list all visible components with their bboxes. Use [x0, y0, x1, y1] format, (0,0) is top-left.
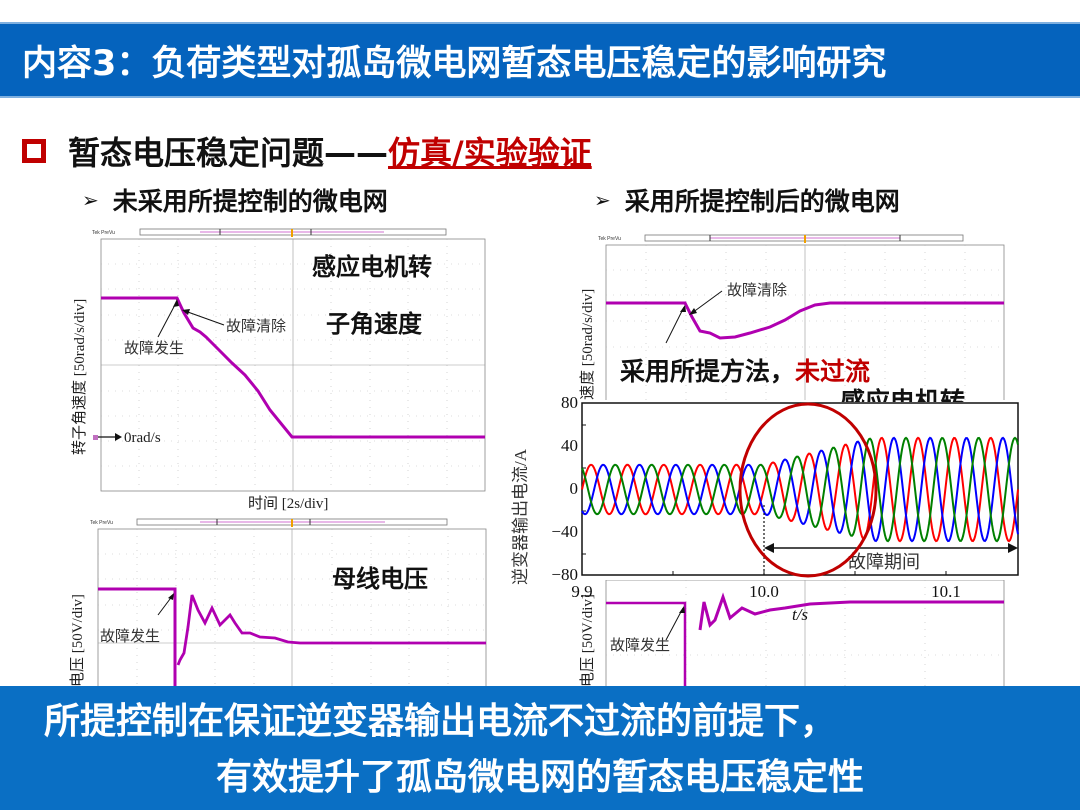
left-subtitle-text: 未采用所提控制的微电网 [112, 187, 388, 216]
right-subtitle: ➢ 采用所提控制后的微电网 [594, 182, 900, 218]
left-top-scope: Tek PreVu 故障发生 故障清除 0rad/s 感应电机转 子 [60, 225, 500, 515]
y-tick-neg80: −80 [551, 565, 578, 584]
slide-title: 内容3：负荷类型对孤岛微电网暂态电压稳定的影响研究 [0, 22, 1080, 98]
caption-red: 未过流 [795, 357, 871, 386]
right-top-scope: Tek PreVu 故障清除 速度 [50rad/s/div] [570, 225, 1010, 400]
conclusion-line2: 有效提升了孤岛微电网的暂态电压稳定性 [215, 757, 864, 798]
y-axis-label: 逆变器输出电流/A [511, 448, 530, 585]
inverter-current-chart: 80 40 0 −40 −80 9.9 10.0 10.1 t/s 逆变器输出电… [500, 385, 1030, 625]
svg-text:Tek PreVu: Tek PreVu [92, 230, 115, 236]
y-axis-label: 电压 [50V/div] [69, 594, 86, 687]
svg-text:Tek PreVu: Tek PreVu [598, 236, 621, 242]
x-tick-10.1: 10.1 [931, 582, 961, 601]
y-tick-40: 40 [561, 436, 578, 455]
y-tick-0: 0 [570, 479, 579, 498]
heading-text: 暂态电压稳定问题—— [68, 134, 389, 172]
hollow-square-icon [22, 139, 46, 163]
phase-c-trace [581, 436, 1019, 543]
heading-highlight: 仿真/实验验证 [388, 134, 592, 172]
x-axis-label: t/s [792, 605, 808, 624]
y-axis-label: 电压 [50V/div] [579, 594, 596, 687]
phase-a-trace [581, 436, 1019, 543]
annotation-fault-occur: 故障发生 [100, 627, 160, 645]
scope-title-line2: 子角速度 [326, 310, 423, 338]
arrow-bullet-icon: ➢ [82, 188, 99, 212]
annotation-fault-clear: 故障清除 [226, 317, 286, 335]
caption-black: 采用所提方法， [620, 357, 796, 386]
x-tick-9.9: 9.9 [571, 582, 592, 601]
conclusion-line1: 所提控制在保证逆变器输出电流不过流的前提下， [44, 701, 837, 742]
fault-period-label: 故障期间 [848, 552, 920, 572]
conclusion-banner: 所提控制在保证逆变器输出电流不过流的前提下， 有效提升了孤岛微电网的暂态电压稳定… [0, 686, 1080, 810]
right-bottom-scope: 故障发生 电压 [50V/div] [570, 580, 1010, 687]
right-subtitle-text: 采用所提控制后的微电网 [624, 187, 900, 216]
y-axis-label: 转子角速度 [50rad/s/div] [71, 299, 88, 455]
annotation-fault-clear: 故障清除 [727, 281, 787, 299]
scope-title: 母线电压 [332, 565, 428, 593]
overlay-caption: 采用所提方法，未过流 [620, 352, 870, 388]
x-tick-10.0: 10.0 [749, 582, 779, 601]
scope-title-line1: 感应电机转 [312, 253, 432, 281]
annotation-fault-occur: 故障发生 [610, 636, 670, 654]
section-heading: 暂态电压稳定问题—— 仿真/实验验证 [22, 128, 592, 174]
annotation-fault-occur: 故障发生 [124, 339, 184, 357]
x-axis-label: 时间 [2s/div] [248, 495, 328, 512]
zero-reference-label: 0rad/s [124, 430, 161, 446]
arrow-bullet-icon: ➢ [594, 188, 611, 212]
y-tick-80: 80 [561, 393, 578, 412]
left-bottom-scope: Tek PreVu 故障发生 母线电压 电压 [50V/div] [60, 515, 500, 687]
svg-text:Tek PreVu: Tek PreVu [90, 520, 113, 526]
highlight-circle [738, 402, 878, 578]
phase-b-trace [581, 436, 1019, 543]
y-tick-neg40: −40 [551, 522, 578, 541]
partial-overlay-title: 感应电机转 [840, 388, 990, 402]
y-axis-label: 速度 [50rad/s/div] [579, 289, 596, 400]
left-subtitle: ➢ 未采用所提控制的微电网 [82, 182, 388, 218]
